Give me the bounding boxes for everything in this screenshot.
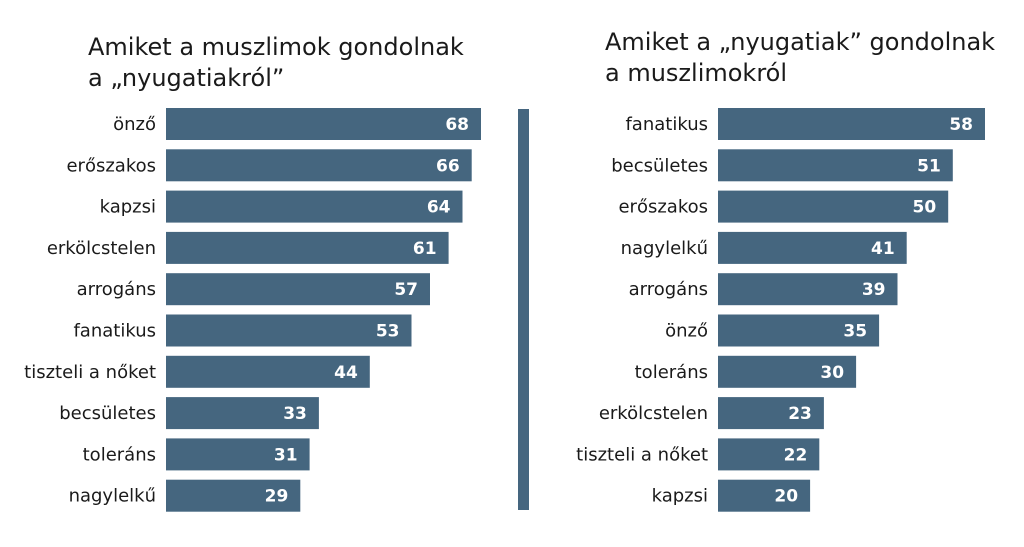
left-category-label: nagylelkű <box>69 486 156 507</box>
left-bar <box>166 397 319 430</box>
chart-divider <box>518 109 529 510</box>
right-bar <box>718 314 880 347</box>
left-category-label: erkölcstelen <box>47 238 156 259</box>
right-bar <box>718 479 811 512</box>
left-value-label: 44 <box>334 363 358 383</box>
right-chart-title: Amiket a „nyugatiak” gondolnak a muszlim… <box>605 27 995 89</box>
right-bar <box>718 108 985 140</box>
left-bar <box>166 149 472 182</box>
left-category-label: önző <box>113 114 156 135</box>
right-category-label: tiszteli a nőket <box>576 444 708 465</box>
right-value-label: 41 <box>871 239 895 259</box>
right-value-label: 23 <box>788 404 812 424</box>
right-chart-title-line-2: a muszlimokról <box>605 59 788 87</box>
right-bar <box>718 397 824 430</box>
left-bar-chart: önző 68 erőszakos 66 kapzsi 64 erkölcstelen 61 a… <box>24 108 481 512</box>
left-value-label: 33 <box>283 404 307 424</box>
left-category-label: arrogáns <box>77 279 156 300</box>
left-category-label: kapzsi <box>100 197 156 218</box>
left-bar <box>166 108 481 140</box>
right-category-label: toleráns <box>635 362 708 383</box>
right-category-label: becsületes <box>611 155 708 176</box>
right-category-label: fanatikus <box>625 114 708 135</box>
right-value-label: 50 <box>913 198 937 218</box>
left-chart-title-line-2: a „nyugatiakról” <box>88 64 285 92</box>
right-bar <box>718 355 857 388</box>
right-bar <box>718 273 898 306</box>
left-bar <box>166 438 310 471</box>
right-bar <box>718 149 953 182</box>
left-value-label: 53 <box>376 322 400 342</box>
left-category-label: becsületes <box>59 403 156 424</box>
left-value-label: 64 <box>427 198 451 218</box>
right-value-label: 58 <box>949 115 973 135</box>
left-category-label: toleráns <box>83 444 156 465</box>
left-bar <box>166 314 412 347</box>
right-category-label: arrogáns <box>629 279 708 300</box>
left-value-label: 61 <box>413 239 437 259</box>
left-category-label: fanatikus <box>73 321 156 342</box>
left-value-label: 29 <box>265 487 289 507</box>
right-bar-chart: fanatikus 58 becsületes 51 erőszakos 50 nagyle… <box>576 108 985 512</box>
left-bar <box>166 273 430 306</box>
right-value-label: 20 <box>774 487 798 507</box>
left-bar <box>166 479 301 512</box>
left-value-label: 66 <box>436 156 460 176</box>
left-chart-title-line-1: Amiket a muszlimok gondolnak <box>88 33 464 61</box>
right-value-label: 51 <box>917 156 941 176</box>
right-value-label: 22 <box>784 445 808 465</box>
right-category-label: nagylelkű <box>621 238 708 259</box>
left-value-label: 68 <box>445 115 469 135</box>
right-category-label: önző <box>665 321 708 342</box>
left-bar <box>166 190 463 223</box>
left-bar <box>166 231 449 264</box>
right-value-label: 30 <box>820 363 844 383</box>
right-value-label: 35 <box>843 322 867 342</box>
right-category-label: erőszakos <box>618 197 708 218</box>
right-category-label: erkölcstelen <box>599 403 708 424</box>
right-bar <box>718 231 907 264</box>
left-value-label: 31 <box>274 445 298 465</box>
right-bar <box>718 438 820 471</box>
left-value-label: 57 <box>394 280 418 300</box>
left-chart-title: Amiket a muszlimok gondolnak a „nyugatia… <box>88 32 464 94</box>
right-chart-title-line-1: Amiket a „nyugatiak” gondolnak <box>605 28 996 56</box>
right-value-label: 39 <box>862 280 886 300</box>
right-category-label: kapzsi <box>652 486 708 507</box>
left-category-label: tiszteli a nőket <box>24 362 156 383</box>
right-bar <box>718 190 949 223</box>
left-category-label: erőszakos <box>66 155 156 176</box>
left-bar <box>166 355 370 388</box>
